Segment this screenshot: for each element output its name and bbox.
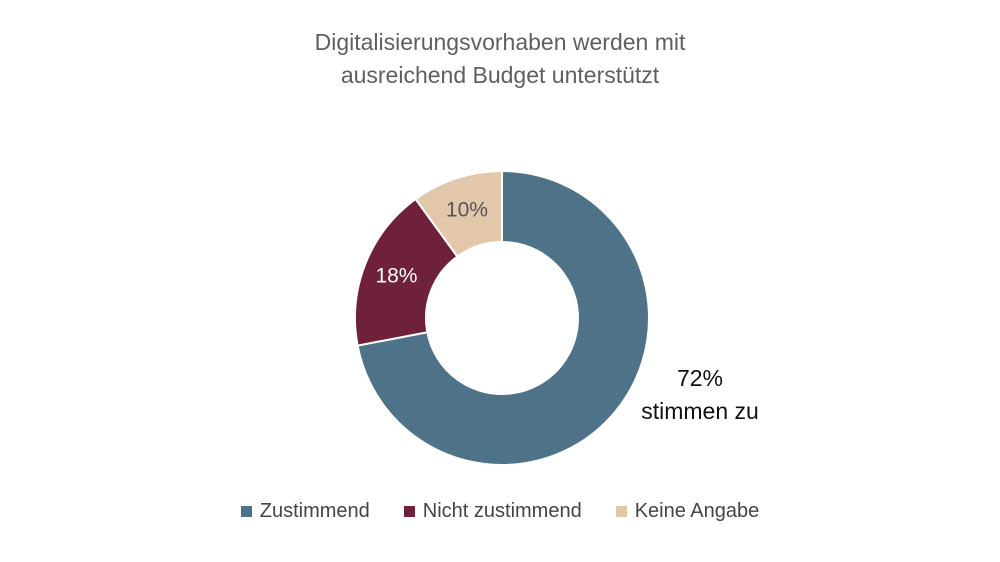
chart-title-line-2: ausreichend Budget unterstützt [340,62,660,88]
legend-label-nicht-zustimmend: Nicht zustimmend [422,500,582,522]
legend-label-keine-angabe: Keine Angabe [634,500,760,522]
legend-item-zustimmend: Zustimmend [240,500,370,523]
slice-label-keine-angabe: 10% [446,199,488,222]
legend-swatch-nicht-zustimmend [403,506,415,517]
callout-text: stimmen zu [641,398,759,424]
callout-value: 72% [676,365,724,391]
donut-slice-keine-angabe [414,169,503,258]
donut-slice-nicht-zustimmend [354,197,459,347]
legend: Zustimmend Nicht zustimmend Keine Angabe [0,500,1000,523]
legend-item-keine-angabe: Keine Angabe [615,500,760,523]
donut-slice-zustimmend [356,169,650,466]
legend-swatch-zustimmend [240,506,252,517]
chart-title: Digitalisierungsvorhaben werden mit ausr… [0,26,1000,92]
slice-label-nicht-zustimmend: 18% [375,265,417,288]
callout-annotation: 72% stimmen zu [600,362,800,428]
legend-label-zustimmend: Zustimmend [259,500,370,522]
chart-title-line-1: Digitalisierungsvorhaben werden mit [314,29,686,55]
legend-swatch-keine-angabe [615,506,627,517]
legend-item-nicht-zustimmend: Nicht zustimmend [403,500,582,523]
